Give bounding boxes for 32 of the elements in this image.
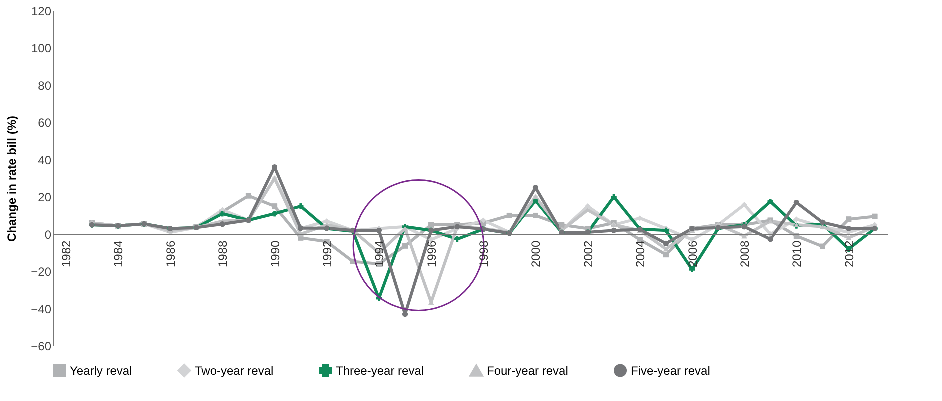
- y-axis-title: Change in rate bill (%): [5, 116, 20, 242]
- y-tick-label: −20: [31, 265, 52, 280]
- y-tick-label: 80: [38, 78, 52, 93]
- legend-label: Four-year reval: [487, 364, 568, 378]
- y-tick-label: 0: [44, 228, 52, 242]
- x-tick-label: 2004: [634, 240, 648, 268]
- legend-label: Yearly reval: [70, 364, 132, 378]
- y-tick-label: 100: [31, 42, 52, 56]
- x-tick-label: 2012: [842, 240, 856, 268]
- x-tick-label: 1988: [216, 240, 230, 268]
- x-tick-label: 2002: [581, 240, 596, 268]
- y-tick-label: 60: [38, 116, 52, 130]
- legend-label: Five-year reval: [631, 364, 710, 378]
- y-tick-label: 40: [38, 153, 52, 168]
- y-tick-label: 120: [31, 4, 52, 18]
- x-tick-label: 1998: [477, 240, 492, 268]
- x-tick-label: 2008: [738, 240, 752, 268]
- x-tick-label: 1984: [112, 240, 126, 268]
- y-tick-label: −60: [31, 340, 52, 354]
- x-tick-label: 2006: [686, 240, 700, 268]
- x-tick-label: 1982: [60, 240, 74, 268]
- x-tick-label: 2000: [529, 240, 544, 268]
- x-tick-label: 1994: [372, 240, 387, 268]
- x-tick-label: 2010: [790, 240, 804, 268]
- x-tick-label: 1992: [320, 240, 334, 268]
- y-tick-label: 20: [38, 190, 52, 205]
- y-tick-label: −40: [31, 302, 52, 316]
- x-tick-label: 1996: [424, 240, 439, 268]
- x-tick-label: 1990: [268, 240, 282, 268]
- legend-label: Three-year reval: [336, 364, 424, 378]
- legend-label: Two-year reval: [195, 364, 274, 378]
- x-tick-label: 1986: [164, 240, 178, 268]
